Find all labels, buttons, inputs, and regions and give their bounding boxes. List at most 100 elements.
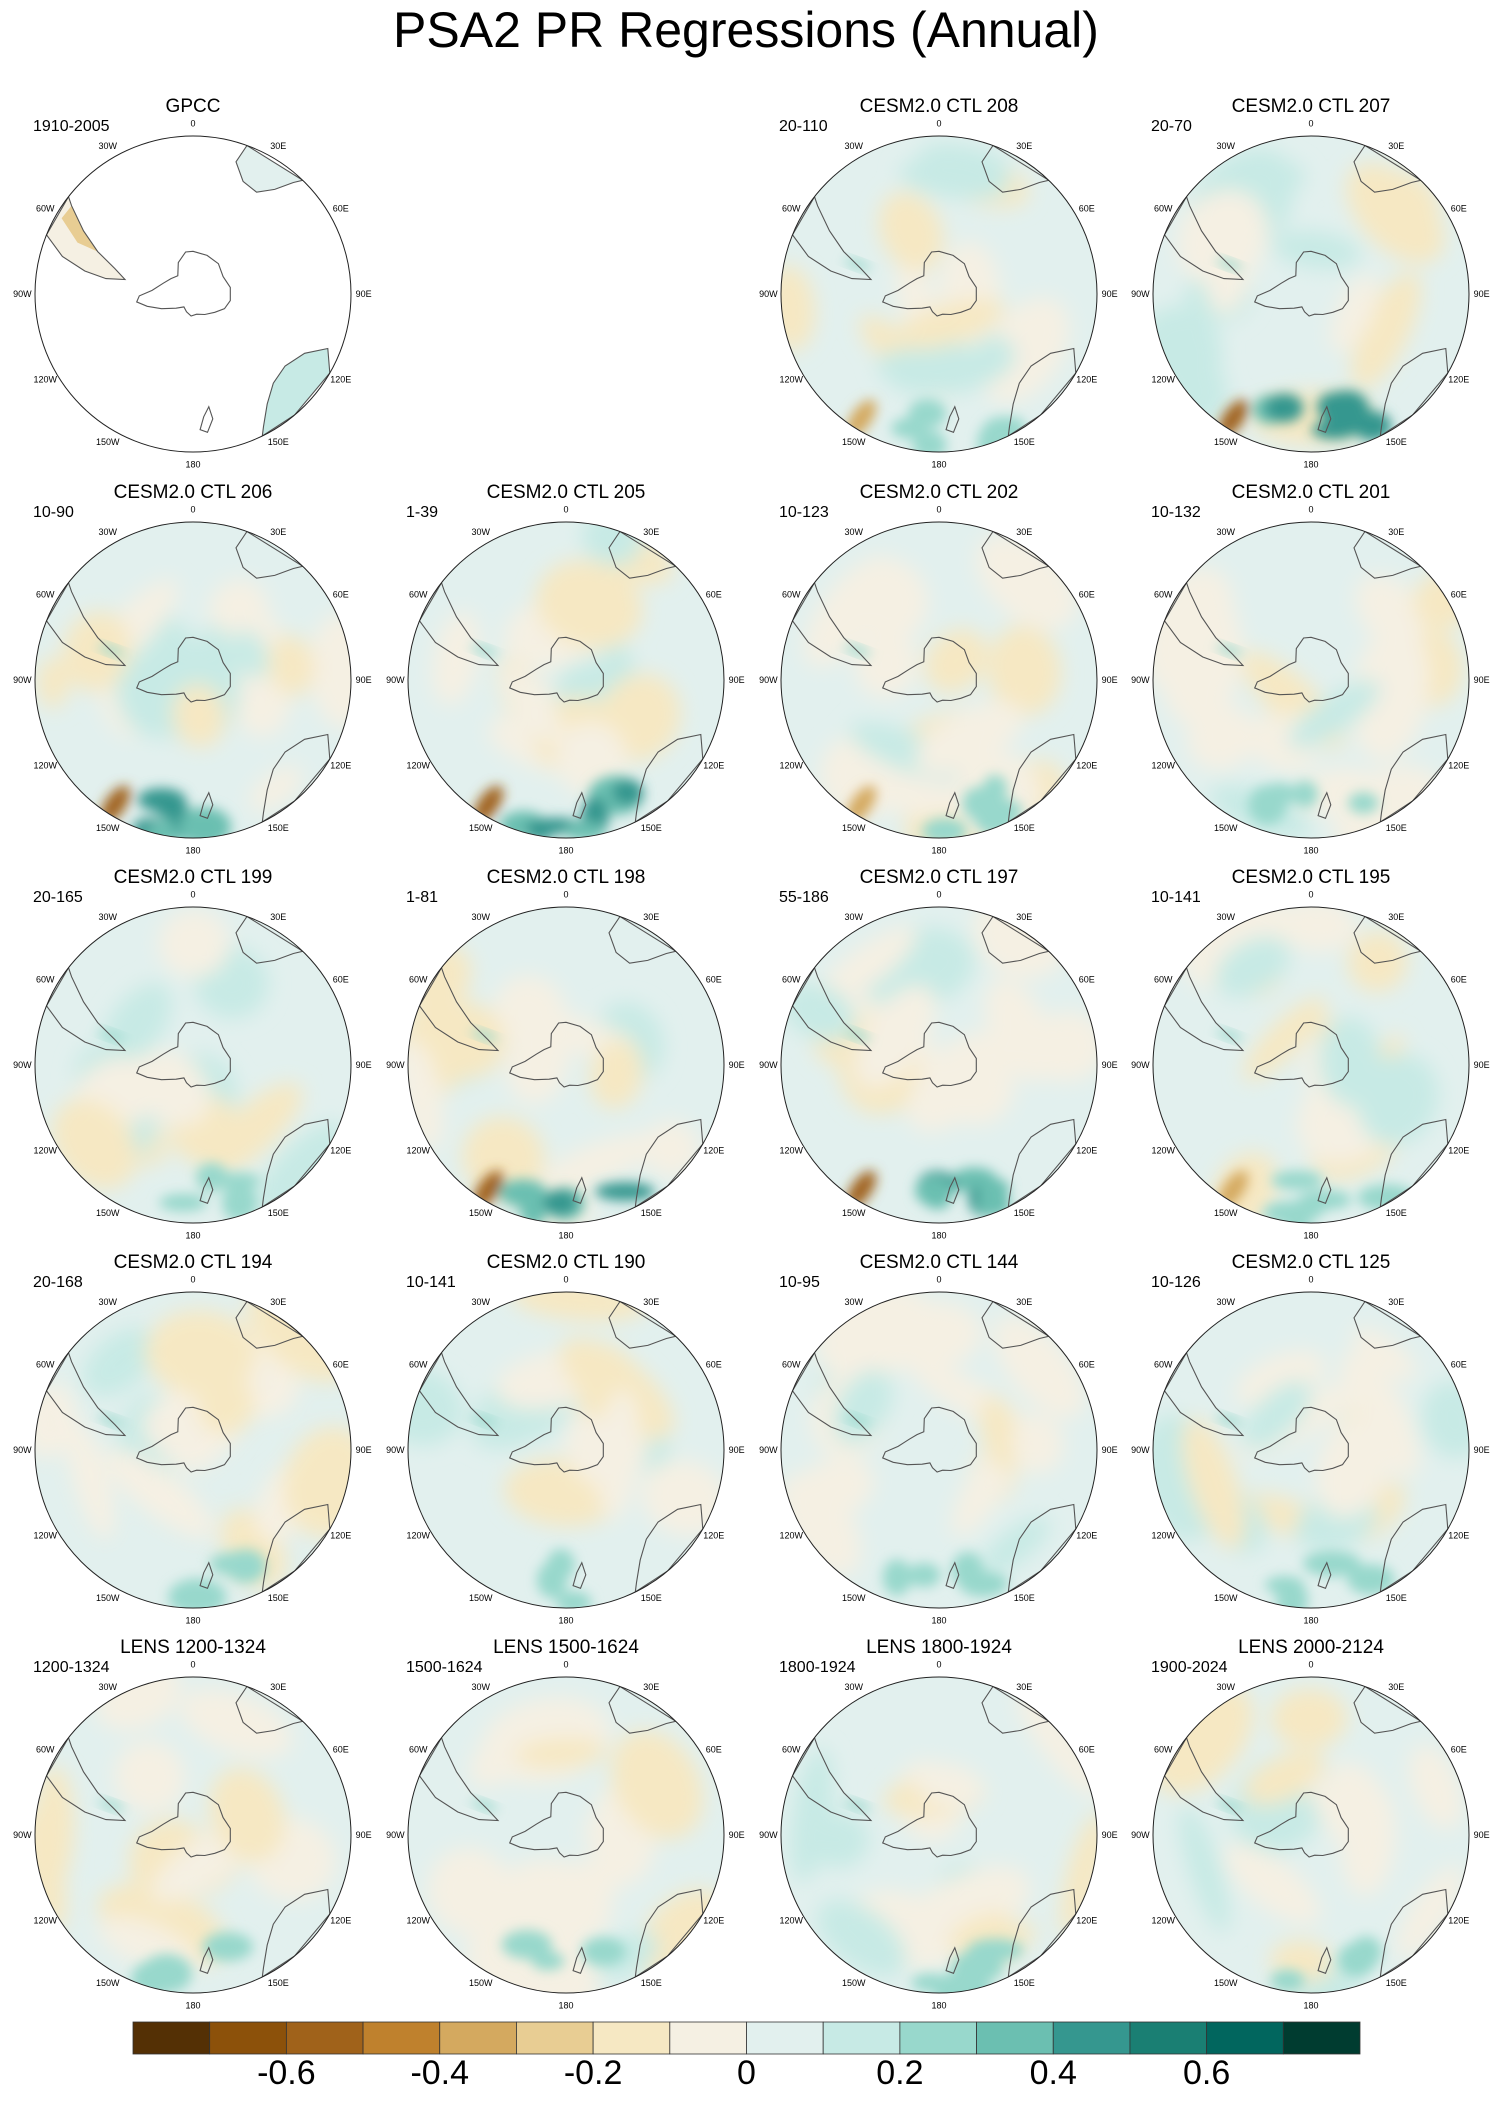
longitude-label: 90E — [1102, 1830, 1118, 1840]
longitude-label: 0 — [190, 504, 195, 514]
panel-period: 20-70 — [1151, 118, 1192, 135]
longitude-label: 90W — [1131, 289, 1150, 299]
panel-period: 10-95 — [779, 1274, 820, 1291]
longitude-label: 30E — [270, 141, 286, 151]
longitude-label: 120E — [1448, 1915, 1469, 1925]
longitude-label: 120E — [330, 760, 351, 770]
panel-period: 1800-1924 — [779, 1659, 856, 1676]
longitude-label: 90E — [729, 1830, 745, 1840]
map-background — [35, 136, 351, 452]
map-field — [1153, 1677, 1469, 1993]
longitude-label: 0 — [936, 1659, 941, 1669]
map-border — [780, 906, 1098, 1224]
colorbar-swatch — [822, 2021, 901, 2055]
australia-coastline — [1007, 1888, 1077, 1979]
figure-title: PSA2 PR Regressions (Annual) — [393, 2, 1099, 58]
longitude-label: 60E — [706, 1360, 722, 1370]
longitude-label: 90W — [1131, 1060, 1150, 1070]
africa-coastline — [235, 1685, 305, 1734]
australia-coastline — [1379, 347, 1449, 438]
longitude-label: 90W — [759, 1830, 778, 1840]
longitude-label: 60E — [1451, 204, 1467, 214]
longitude-label: 180 — [1303, 1616, 1318, 1626]
panel-title: CESM2.0 CTL 206 — [113, 482, 273, 503]
africa-coastline — [1353, 1300, 1423, 1349]
longitude-label: 180 — [558, 1231, 573, 1241]
longitude-label: 30W — [471, 1682, 490, 1692]
longitude-label: 150W — [1214, 1208, 1238, 1218]
panel-period: 10-126 — [1151, 1274, 1201, 1291]
longitude-label: 0 — [936, 889, 941, 899]
new-zealand-coastline — [572, 1946, 587, 1974]
panel-period: 10-90 — [33, 504, 74, 521]
panel-title: CESM2.0 CTL 202 — [859, 482, 1019, 503]
panel-period: 20-168 — [33, 1274, 83, 1291]
panel-period: 1500-1624 — [406, 1659, 483, 1676]
longitude-label: 180 — [558, 2001, 573, 2011]
map-border — [407, 521, 725, 839]
longitude-label: 30W — [1216, 527, 1235, 537]
longitude-label: 120W — [406, 1530, 430, 1540]
longitude-label: 60W — [782, 1745, 801, 1755]
africa-coastline — [981, 1300, 1051, 1349]
longitude-label: 0 — [936, 118, 941, 128]
colorbar-tick-label: -0.4 — [410, 2054, 470, 2092]
longitude-label: 30E — [270, 912, 286, 922]
longitude-label: 180 — [185, 2001, 200, 2011]
longitude-label: 90E — [356, 1060, 372, 1070]
longitude-label: 60W — [409, 1745, 428, 1755]
africa-coastline — [981, 144, 1051, 193]
longitude-label: 120W — [779, 1145, 803, 1155]
map-field — [781, 136, 1097, 452]
longitude-label: 150W — [842, 1208, 866, 1218]
africa-coastline — [235, 1300, 305, 1349]
longitude-label: 30W — [471, 1297, 490, 1307]
longitude-label: 60E — [333, 1745, 349, 1755]
map-field — [781, 1677, 1097, 1993]
longitude-label: 150E — [1014, 1593, 1035, 1603]
antarctica-coastline — [881, 636, 977, 703]
antarctica-coastline — [135, 1021, 231, 1088]
panel-title: CESM2.0 CTL 195 — [1231, 867, 1391, 888]
longitude-label: 150W — [842, 823, 866, 833]
colorbar-tick-label: 0.2 — [876, 2054, 924, 2092]
longitude-label: 150E — [268, 1978, 289, 1988]
longitude-label: 90E — [1474, 675, 1490, 685]
africa-coastline — [1353, 1685, 1423, 1734]
longitude-label: 90E — [1102, 289, 1118, 299]
antarctica-coastline — [1253, 250, 1349, 317]
map-border — [780, 135, 1098, 453]
longitude-label: 120W — [406, 760, 430, 770]
longitude-label: 150W — [1214, 437, 1238, 447]
longitude-label: 90E — [1102, 675, 1118, 685]
map-field — [35, 1677, 351, 1993]
longitude-label: 90W — [13, 1830, 32, 1840]
panel-title: CESM2.0 CTL 208 — [859, 96, 1019, 117]
map-panel: 0 30E 60E 90E 120E 150E 180 150W 120W 90W 60W 30W — [759, 118, 1117, 469]
colorbar-swatch — [669, 2021, 747, 2055]
map-panel: 0 30E 60E 90E 120E 150E 180 150W 120W 90W 60W 30W — [386, 504, 744, 855]
new-zealand-coastline — [199, 1946, 214, 1974]
longitude-label: 150E — [641, 1978, 662, 1988]
longitude-label: 30E — [1388, 527, 1404, 537]
map-panel: 0 30E 60E 90E 120E 150E 180 150W 120W 90W 60W 30W — [13, 1659, 371, 2011]
longitude-label: 90W — [13, 675, 32, 685]
antarctica-coastline — [135, 1791, 231, 1858]
australia-coastline — [261, 1503, 331, 1594]
longitude-label: 120E — [1076, 1530, 1097, 1540]
map-field — [1153, 907, 1469, 1223]
map-border — [780, 1676, 1098, 1994]
longitude-label: 60E — [333, 1360, 349, 1370]
map-panel: 0 30E 60E 90E 120E 150E 180 150W 120W 90W 60W 30W — [1131, 1274, 1489, 1626]
australia-coastline — [1379, 1503, 1449, 1594]
longitude-label: 30E — [1388, 141, 1404, 151]
map-border — [34, 521, 352, 839]
longitude-label: 60W — [782, 975, 801, 985]
africa-coastline — [608, 915, 678, 964]
australia-coastline — [1007, 1503, 1077, 1594]
longitude-label: 90E — [356, 675, 372, 685]
longitude-label: 60W — [36, 1745, 55, 1755]
longitude-label: 120E — [703, 760, 724, 770]
longitude-label: 90W — [759, 289, 778, 299]
colorbar-tick-label: 0.6 — [1182, 2054, 1231, 2092]
